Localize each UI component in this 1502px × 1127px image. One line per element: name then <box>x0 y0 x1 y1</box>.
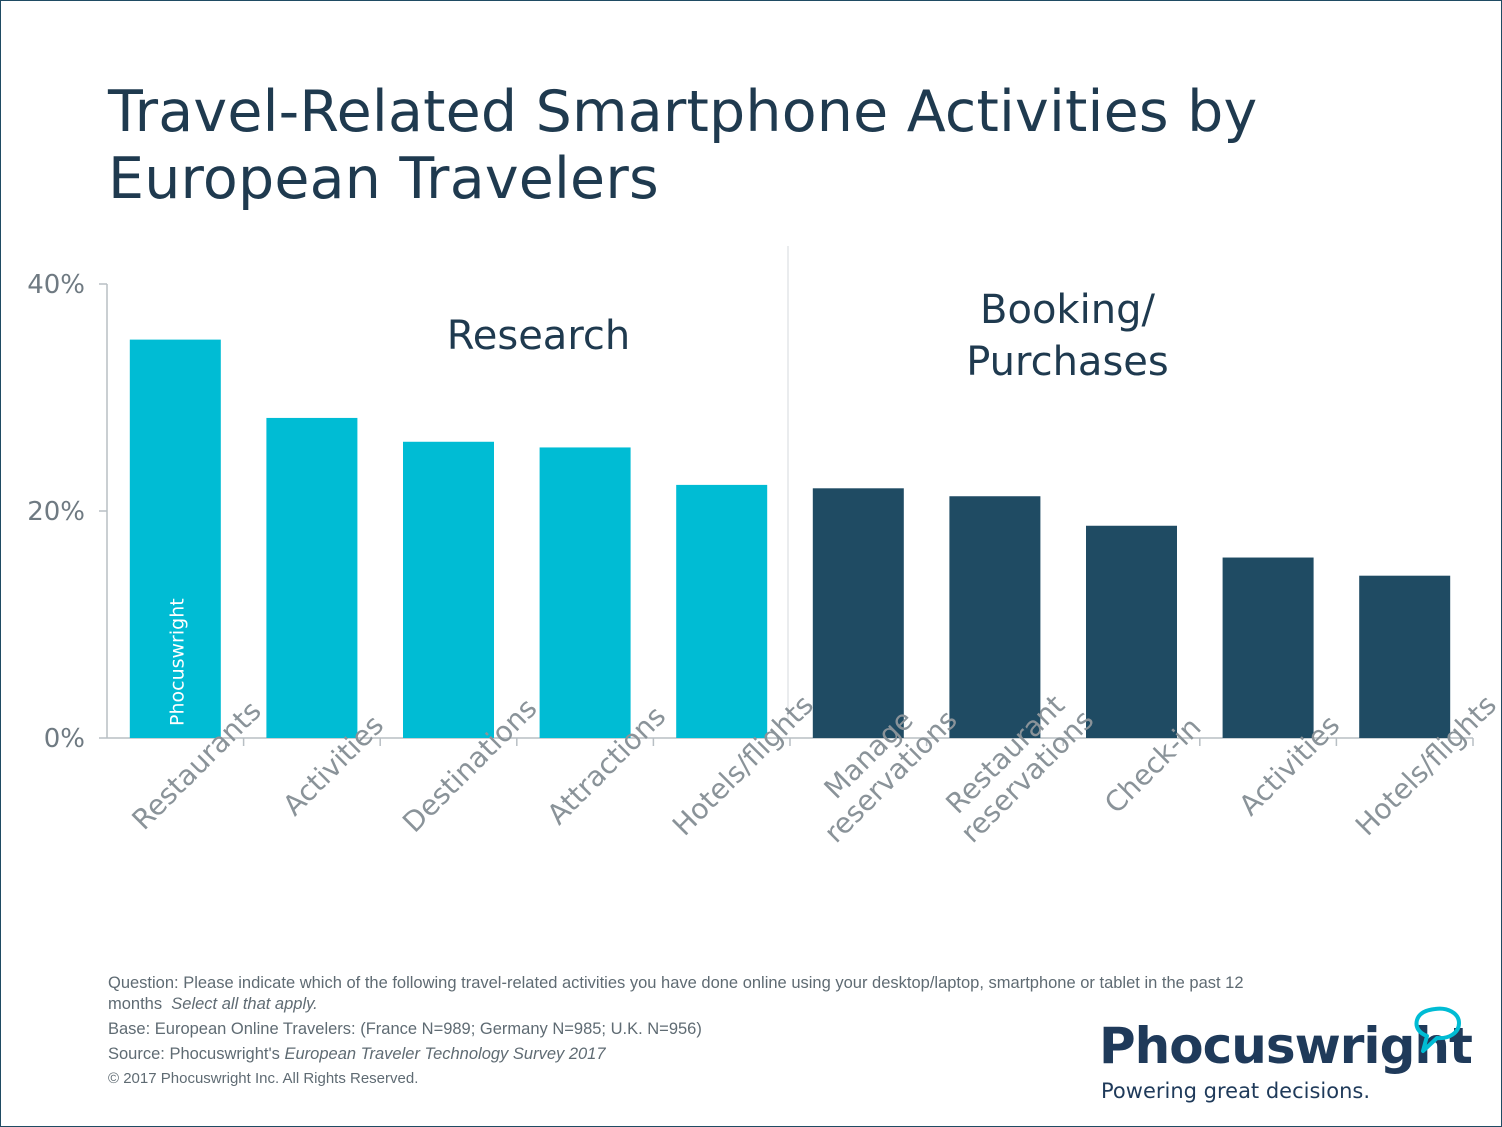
bar <box>1359 575 1451 738</box>
group-label-line: Purchases <box>966 339 1168 385</box>
watermark-text: Phocuswright <box>166 598 188 726</box>
source-note: Source: Phocuswright's European Traveler… <box>108 1045 606 1063</box>
chart-title: Travel-Related Smartphone Activities by … <box>108 79 1258 212</box>
bar <box>1222 557 1314 738</box>
chart-notes: Question: Please indicate which of the f… <box>108 973 1288 1089</box>
question-hint: Select all that apply. <box>171 995 318 1013</box>
group-label: Research <box>447 313 630 359</box>
bar <box>403 441 494 738</box>
bar <box>812 488 904 738</box>
speech-bubble-icon <box>1414 1006 1461 1053</box>
bar <box>129 339 221 738</box>
bar <box>539 447 631 738</box>
y-tick-label: 40% <box>27 270 85 300</box>
group-label-line: Research <box>447 313 630 359</box>
y-tick-label: 20% <box>27 497 85 527</box>
question-note: Question: Please indicate which of the f… <box>108 974 1244 1013</box>
bar <box>676 484 768 738</box>
base-note: Base: European Online Travelers: (France… <box>108 1020 702 1038</box>
bar <box>949 496 1041 738</box>
group-label: Booking/Purchases <box>966 287 1168 385</box>
bar <box>1086 525 1177 738</box>
copyright-note: © 2017 Phocuswright Inc. All Rights Rese… <box>108 1070 419 1087</box>
y-tick-label: 0% <box>44 724 85 754</box>
group-label-line: Booking/ <box>980 287 1155 333</box>
bar <box>266 417 358 738</box>
phocuswright-logo: Phocuswright Powering great decisions. <box>1099 1003 1479 1113</box>
source-title: European Traveler Technology Survey 2017 <box>284 1045 606 1063</box>
logo-wordmark: Phocuswright <box>1099 1017 1473 1075</box>
logo-tagline: Powering great decisions. <box>1101 1079 1371 1103</box>
